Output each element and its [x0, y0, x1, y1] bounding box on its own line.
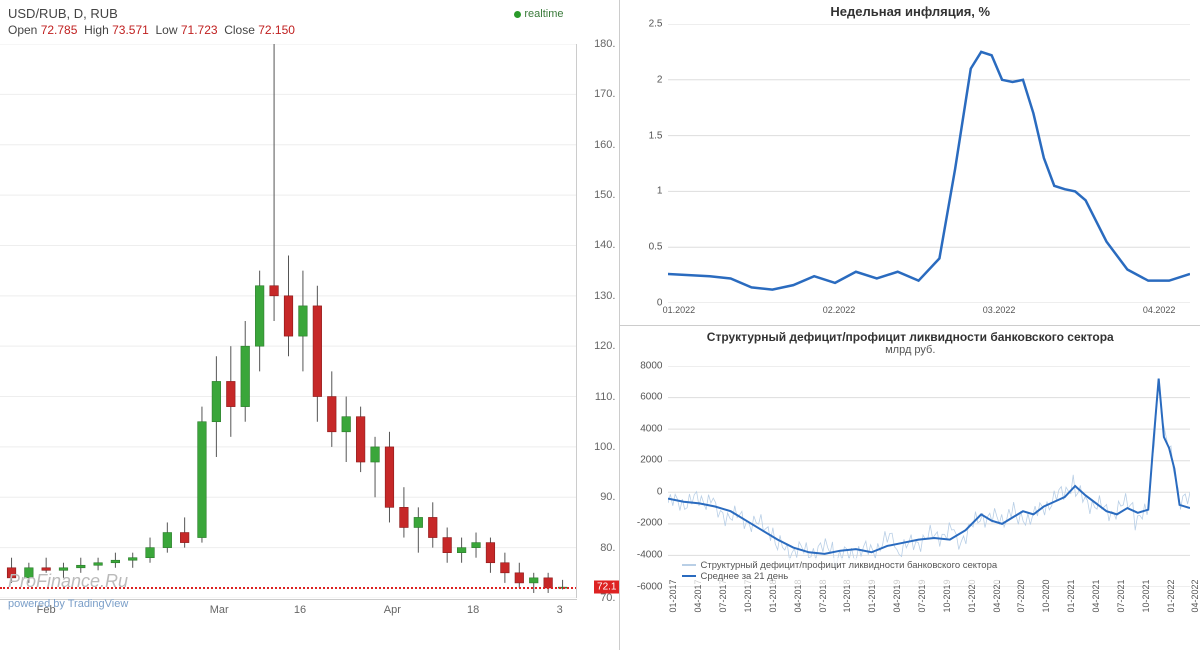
liquidity-plot[interactable]: [668, 366, 1190, 587]
inflation-xaxis: 01.202202.202203.202204.2022: [668, 305, 1190, 321]
liquidity-yaxis: -6000-4000-200002000400060008000: [620, 366, 666, 587]
ohlc-row: Open 72.785 High 73.571 Low 71.723 Close…: [0, 23, 619, 41]
candlestick-panel: USD/RUB, D, RUB Open 72.785 High 73.571 …: [0, 0, 620, 650]
powered-by-text: powered by TradingView: [8, 598, 128, 610]
candlestick-plot[interactable]: [0, 44, 577, 598]
liquidity-subtitle: млрд руб.: [620, 344, 1200, 358]
watermark-text: ProFinance.Ru: [8, 571, 128, 592]
candlestick-yaxis: 70.80.90.100.110.120.130.140.150.160.170…: [576, 44, 619, 598]
high-value: 73.571: [112, 23, 149, 37]
liquidity-title: Структурный дефицит/профицит ликвидности…: [620, 326, 1200, 344]
realtime-badge: realtime: [514, 8, 563, 20]
inflation-panel: Недельная инфляция, % 00.511.522.5 01.20…: [620, 0, 1200, 326]
high-label: High: [84, 23, 109, 37]
low-value: 71.723: [181, 23, 218, 37]
liquidity-panel: Структурный дефицит/профицит ликвидности…: [620, 326, 1200, 650]
inflation-yaxis: 00.511.522.5: [620, 24, 666, 303]
symbol-text: USD/RUB, D, RUB: [8, 6, 118, 21]
low-label: Low: [155, 23, 177, 37]
liquidity-xaxis: 01-201704-201707-201710-201701-201804-20…: [668, 588, 1190, 646]
liquidity-legend: Структурный дефицит/профицит ликвидности…: [680, 558, 999, 584]
close-label: Close: [224, 23, 255, 37]
close-value: 72.150: [258, 23, 295, 37]
inflation-plot[interactable]: [668, 24, 1190, 303]
open-label: Open: [8, 23, 37, 37]
open-value: 72.785: [41, 23, 78, 37]
inflation-title: Недельная инфляция, %: [620, 0, 1200, 19]
